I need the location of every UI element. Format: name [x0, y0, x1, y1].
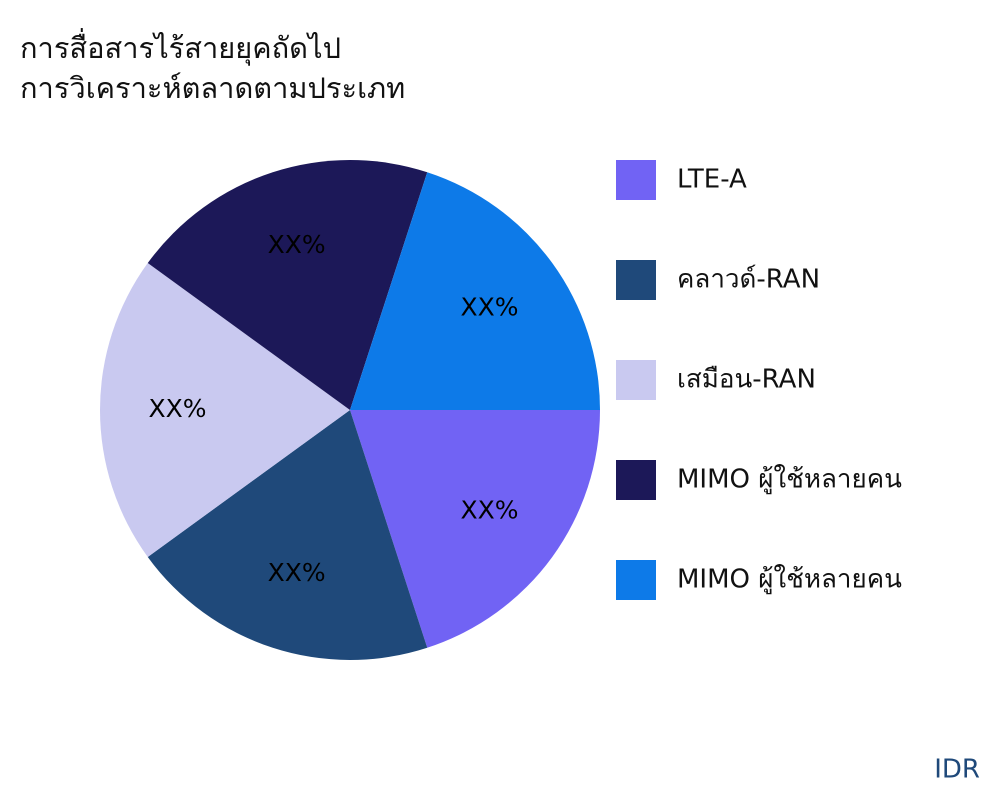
- pie-slice: [100, 263, 350, 557]
- legend-label: MIMO ผู้ใช้หลายคน: [677, 565, 902, 595]
- legend-label: LTE-A: [677, 165, 747, 195]
- slice-label: XX%: [148, 394, 206, 423]
- legend-label: คลาวด์-RAN: [677, 265, 820, 295]
- brand: IDR: [934, 755, 980, 785]
- legend-label: เสมือน-RAN: [677, 365, 816, 395]
- chart-subtitle: การวิเคราะห์ตลาดตามประเภท: [20, 71, 405, 105]
- pie-slice: [147, 410, 428, 660]
- pie-slice: [350, 410, 600, 648]
- slice-label: XX%: [268, 230, 326, 259]
- legend-label: MIMO ผู้ใช้หลายคน: [677, 465, 902, 495]
- slice-label: XX%: [461, 495, 519, 524]
- chart-title: การสื่อสารไร้สายยุคถัดไป: [20, 28, 341, 66]
- legend-swatch: [616, 460, 656, 500]
- slice-label: XX%: [268, 558, 326, 587]
- legend-swatch: [616, 160, 656, 200]
- legend-swatch: [616, 560, 656, 600]
- pie-slice: [147, 160, 428, 410]
- pie-slice: [350, 172, 600, 410]
- legend-swatch: [616, 360, 656, 400]
- legend-swatch: [616, 260, 656, 300]
- slice-label: XX%: [461, 293, 519, 322]
